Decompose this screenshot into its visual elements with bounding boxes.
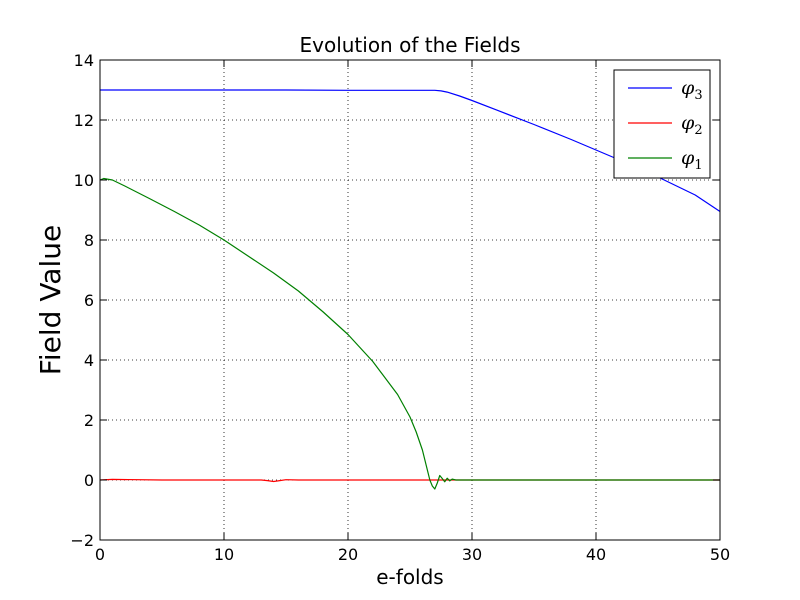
- y-tick-label: 4: [84, 351, 94, 370]
- x-tick-label: 40: [586, 545, 606, 564]
- y-tick-label: 8: [84, 231, 94, 250]
- x-tick-label: 30: [462, 545, 482, 564]
- legend-label: φ1: [681, 147, 703, 173]
- y-tick-label: 12: [74, 111, 94, 130]
- y-axis-label: Field Value: [34, 225, 67, 375]
- y-tick-label: 10: [74, 171, 94, 190]
- legend: φ3 φ2 φ1: [613, 69, 711, 179]
- x-axis-label: e-folds: [376, 565, 443, 589]
- x-tick-label: 50: [710, 545, 730, 564]
- y-tick-label: 6: [84, 291, 94, 310]
- y-tick-label: 14: [74, 51, 94, 70]
- y-tick-label: 0: [84, 471, 94, 490]
- x-tick-label: 10: [214, 545, 234, 564]
- series-line-φ1: [99, 177, 720, 490]
- y-tick-label: −2: [70, 531, 94, 550]
- tick-marks: [99, 59, 721, 541]
- legend-label: φ3: [681, 77, 703, 103]
- y-tick-label: 2: [84, 411, 94, 430]
- x-tick-label: 20: [338, 545, 358, 564]
- legend-label: φ2: [681, 112, 703, 138]
- chart-title: Evolution of the Fields: [299, 33, 520, 57]
- x-tick-label: 0: [95, 545, 105, 564]
